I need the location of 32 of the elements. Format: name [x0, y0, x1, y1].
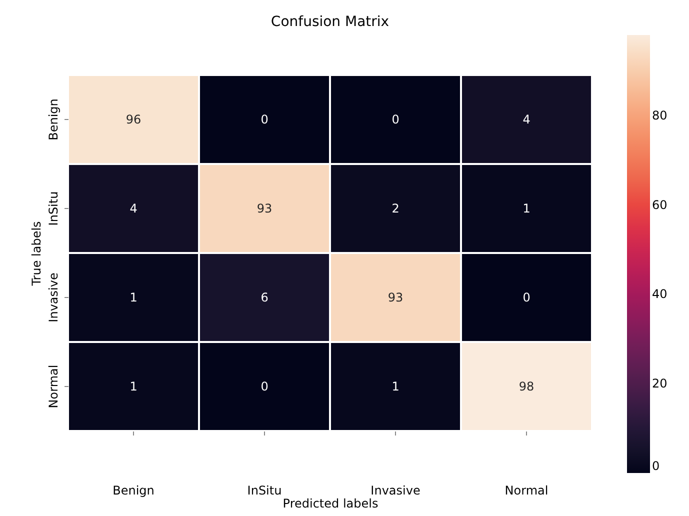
- x-axis-title: Predicted labels: [282, 496, 378, 510]
- data-label: 93: [256, 202, 272, 216]
- data-label: 1: [130, 380, 138, 394]
- color-bar-label: 0: [652, 459, 660, 473]
- color-bar-label: 40: [652, 287, 668, 302]
- data-label: 0: [522, 290, 530, 304]
- data-label: 98: [518, 380, 534, 394]
- color-bar-label: 60: [652, 198, 668, 212]
- y-tick-label: Invasive: [46, 272, 60, 322]
- chart-title: Confusion Matrix: [270, 14, 390, 30]
- x-tick-label: Normal: [504, 484, 548, 498]
- x-tick-label: Invasive: [370, 484, 420, 498]
- x-tick-label: Benign: [112, 484, 154, 498]
- data-label: 0: [260, 112, 268, 126]
- data-label: 96: [126, 112, 142, 126]
- data-label: 1: [392, 380, 400, 394]
- color-bar-label: 80: [652, 108, 668, 122]
- data-label: 4: [130, 202, 138, 216]
- data-label: 6: [260, 290, 268, 304]
- y-tick-label: InSitu: [46, 191, 60, 226]
- data-label: 4: [522, 112, 530, 126]
- y-tick-label: Benign: [46, 98, 60, 140]
- y-tick-label: Normal: [46, 364, 60, 408]
- color-bar-label: 20: [652, 376, 668, 391]
- data-label: 2: [392, 202, 400, 216]
- x-tick-label: InSitu: [247, 484, 282, 498]
- data-label: 0: [260, 380, 268, 394]
- data-label: 1: [130, 290, 138, 304]
- data-label: 0: [392, 112, 400, 126]
- y-axis-title: True labels: [30, 221, 44, 287]
- data-label: 93: [388, 290, 404, 304]
- data-label: 1: [522, 202, 530, 216]
